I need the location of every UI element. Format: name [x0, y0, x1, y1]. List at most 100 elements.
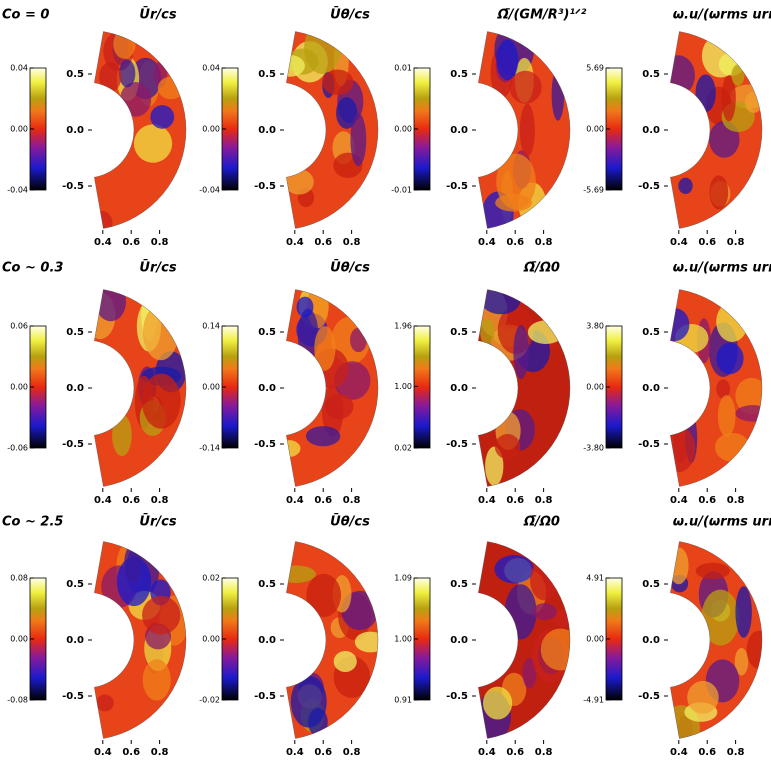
- colorbar-tick-label: 0.01: [394, 64, 412, 73]
- colorbar-tick-label: 0.02: [394, 444, 412, 453]
- field-background: [94, 31, 186, 229]
- y-tick-label: -0.5: [638, 181, 660, 192]
- meridional-field: [286, 289, 378, 487]
- row-label: Co ~ 0.3: [2, 261, 63, 276]
- panel-title: Ūθ/cs: [330, 514, 370, 530]
- field-blob: [687, 680, 719, 714]
- field-blob: [336, 97, 358, 129]
- x-tick-label: 0.6: [122, 747, 140, 758]
- panel-title: Ūθ/cs: [330, 7, 370, 23]
- y-tick-label: 0.0: [450, 125, 468, 136]
- colorbar-tick-label: 0.00: [202, 635, 220, 644]
- colorbar-tick-label: 0.91: [394, 696, 412, 705]
- field-blob: [95, 289, 126, 322]
- colorbar-tick-label: -0.04: [7, 186, 28, 195]
- field-blob: [701, 589, 740, 646]
- y-tick-label: 0.0: [450, 383, 468, 394]
- y-tick-label: 0.0: [258, 125, 276, 136]
- y-tick-label: 0.0: [66, 125, 84, 136]
- y-tick-label: -0.5: [254, 439, 276, 450]
- field-blob: [670, 55, 695, 96]
- field-blob: [99, 62, 122, 92]
- colorbar: [413, 325, 431, 449]
- field-blob: [532, 603, 557, 621]
- meridional-field: [94, 31, 186, 229]
- field-blob: [496, 153, 536, 210]
- field-blob: [530, 559, 559, 601]
- field-blob: [296, 296, 314, 318]
- field-blob: [735, 586, 752, 638]
- y-tick-label: 0.5: [258, 327, 276, 338]
- field-blob: [695, 562, 730, 580]
- y-tick-label: 0.0: [642, 125, 660, 136]
- x-tick-label: 0.8: [535, 747, 553, 758]
- wedge-outline: [94, 289, 187, 487]
- x-tick-label: 0.8: [727, 495, 745, 506]
- field-blob: [527, 320, 564, 345]
- x-tick-label: 0.6: [698, 747, 716, 758]
- row-label: Co = 0: [2, 8, 49, 23]
- x-tick-label: 0.4: [670, 237, 688, 248]
- field-blob: [716, 301, 749, 342]
- x-tick-label: 0.4: [94, 495, 112, 506]
- field-blob: [314, 326, 336, 371]
- x-tick-label: 0.8: [727, 237, 745, 248]
- field-blob: [744, 91, 762, 113]
- field-blob: [551, 68, 565, 121]
- x-tick-label: 0.8: [535, 237, 553, 248]
- field-blob: [350, 113, 367, 167]
- wedge-outline: [478, 31, 571, 229]
- x-tick-label: 0.8: [343, 237, 361, 248]
- x-tick-label: 0.4: [478, 747, 496, 758]
- meridional-field: [478, 541, 570, 739]
- y-tick-label: 0.5: [66, 579, 84, 590]
- field-blob: [354, 631, 378, 653]
- x-tick-label: 0.4: [478, 237, 496, 248]
- field-blob: [133, 124, 173, 163]
- panel-title: Ūr/cs: [139, 260, 176, 276]
- colorbar-tick-label: 0.00: [586, 383, 604, 392]
- x-tick-label: 0.4: [94, 747, 112, 758]
- field-blob: [522, 657, 537, 689]
- x-tick-label: 0.6: [698, 495, 716, 506]
- panel-title: ω.u/(ωrms urms): [673, 8, 771, 23]
- colorbar-tick-label: 4.91: [586, 574, 604, 583]
- field-blob: [513, 325, 529, 379]
- x-tick-label: 0.4: [286, 495, 304, 506]
- meridional-field: [670, 289, 762, 487]
- y-tick-label: 0.5: [66, 327, 84, 338]
- x-tick-label: 0.6: [122, 237, 140, 248]
- field-blob: [286, 440, 301, 457]
- field-blob: [714, 432, 750, 462]
- field-blob: [494, 434, 521, 460]
- panel-title: ω.u/(ωrms urms): [673, 261, 771, 276]
- y-tick-label: -0.5: [446, 181, 468, 192]
- y-tick-label: 0.0: [66, 635, 84, 646]
- x-tick-label: 0.4: [670, 747, 688, 758]
- field-blob: [119, 59, 136, 88]
- field-blob: [142, 304, 179, 361]
- y-tick-label: 0.0: [258, 635, 276, 646]
- field-blob: [142, 659, 171, 701]
- field-blob: [735, 405, 762, 422]
- colorbar-tick-label: 0.02: [202, 574, 220, 583]
- x-tick-label: 0.6: [506, 747, 524, 758]
- meridional-field: [94, 289, 186, 487]
- colorbar-tick-label: -0.14: [199, 444, 220, 453]
- field-blob: [120, 82, 152, 117]
- colorbar-tick-label: 0.14: [202, 322, 220, 331]
- panel-title: Ω̄/Ω0: [523, 515, 560, 530]
- field-blob: [509, 70, 542, 104]
- field-blob: [124, 543, 143, 583]
- y-tick-label: -0.5: [638, 691, 660, 702]
- field-blob: [670, 547, 689, 585]
- x-tick-label: 0.6: [122, 495, 140, 506]
- colorbar-tick-label: 0.00: [586, 635, 604, 644]
- y-tick-label: 0.0: [642, 383, 660, 394]
- field-blob: [350, 327, 367, 353]
- x-tick-label: 0.6: [698, 237, 716, 248]
- meridional-field: [478, 31, 570, 229]
- field-blob: [695, 74, 716, 113]
- field-blob: [142, 595, 181, 635]
- field-blob: [519, 103, 535, 157]
